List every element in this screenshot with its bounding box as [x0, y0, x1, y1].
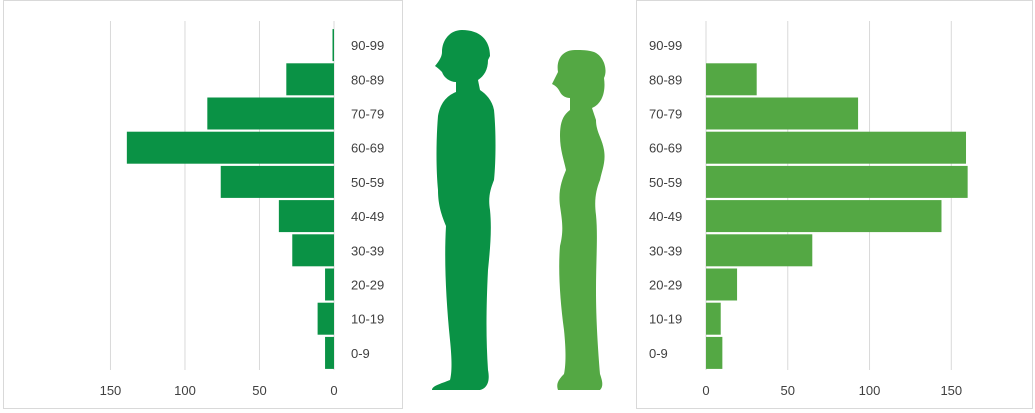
category-label: 30-39 — [649, 243, 682, 258]
female-chart-panel: 0 50 100 150 90-99 80-89 70-79 60-69 50-59 40-49 3… — [636, 0, 1033, 409]
silhouettes — [410, 20, 630, 400]
category-label: 50-59 — [351, 175, 384, 190]
category-label: 50-59 — [649, 175, 682, 190]
bar — [706, 63, 757, 96]
bar — [706, 131, 967, 164]
bar — [706, 302, 721, 335]
male-age-chart: 150 100 50 0 90-99 80-89 70-79 60-69 50-59 40-49 3… — [100, 21, 384, 398]
category-label: 80-89 — [649, 72, 682, 87]
category-label: 10-19 — [649, 312, 682, 327]
category-label: 30-39 — [351, 243, 384, 258]
x-tick-label: 0 — [330, 383, 337, 398]
bar — [706, 234, 813, 267]
x-tick-label: 100 — [859, 383, 881, 398]
bar — [706, 200, 942, 233]
bar — [325, 336, 334, 369]
category-label: 40-49 — [649, 209, 682, 224]
category-label: 0-9 — [351, 346, 370, 361]
bar — [286, 63, 334, 96]
bar — [292, 234, 334, 267]
category-label: 70-79 — [351, 107, 384, 122]
category-label: 70-79 — [649, 107, 682, 122]
female-age-chart: 0 50 100 150 90-99 80-89 70-79 60-69 50-59 40-49 3… — [649, 21, 968, 398]
category-label: 0-9 — [649, 346, 668, 361]
category-label: 60-69 — [649, 141, 682, 156]
x-tick-label: 150 — [100, 383, 122, 398]
bar — [317, 302, 334, 335]
male-silhouette-icon — [432, 30, 496, 390]
category-label: 20-29 — [351, 278, 384, 293]
bar — [207, 97, 334, 130]
bar — [325, 268, 334, 301]
category-label: 40-49 — [351, 209, 384, 224]
female-silhouette-icon — [552, 50, 606, 390]
bar — [706, 336, 723, 369]
bar — [220, 165, 334, 198]
bar — [332, 29, 334, 62]
bar — [706, 97, 859, 130]
bar — [706, 268, 738, 301]
bar — [126, 131, 335, 164]
category-label: 10-19 — [351, 312, 384, 327]
x-tick-label: 50 — [781, 383, 795, 398]
male-chart-panel: 150 100 50 0 90-99 80-89 70-79 60-69 50-59 40-49 3… — [3, 0, 403, 409]
x-tick-label: 150 — [940, 383, 962, 398]
category-label: 80-89 — [351, 72, 384, 87]
category-label: 20-29 — [649, 278, 682, 293]
category-label: 60-69 — [351, 141, 384, 156]
bar — [706, 165, 968, 198]
bar — [278, 200, 334, 233]
x-tick-label: 0 — [702, 383, 709, 398]
x-tick-label: 100 — [174, 383, 196, 398]
x-tick-label: 50 — [252, 383, 266, 398]
category-label: 90-99 — [351, 38, 384, 53]
category-label: 90-99 — [649, 38, 682, 53]
